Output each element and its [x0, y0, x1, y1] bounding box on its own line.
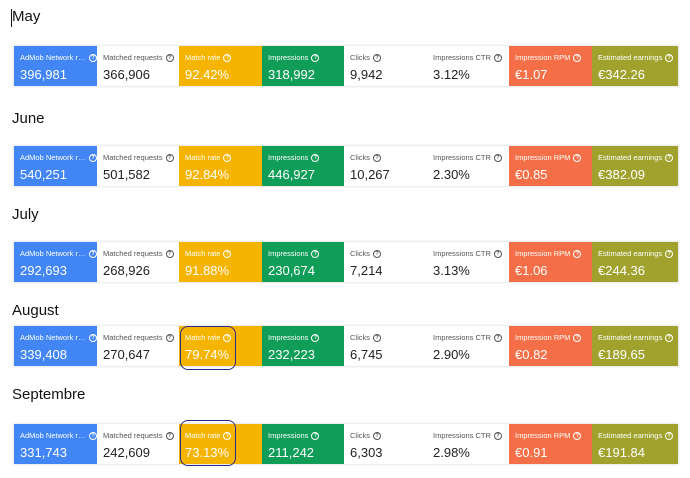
help-icon[interactable]: ?: [89, 53, 97, 62]
match-rate-highlight-august: [180, 326, 236, 370]
help-icon[interactable]: ?: [665, 249, 674, 258]
card-match-rate[interactable]: Match rate? 92.84%: [179, 146, 262, 186]
card-impressions[interactable]: Impressions? 230,674: [262, 242, 344, 282]
help-icon[interactable]: ?: [311, 153, 320, 162]
help-icon[interactable]: ?: [493, 53, 502, 62]
help-icon[interactable]: ?: [573, 153, 582, 162]
card-clicks[interactable]: Clicks? 6,303: [344, 424, 427, 464]
help-icon[interactable]: ?: [311, 431, 320, 440]
card-clicks[interactable]: Clicks? 6,745: [344, 326, 427, 366]
card-clicks[interactable]: Clicks? 10,267: [344, 146, 427, 186]
help-icon[interactable]: ?: [223, 53, 232, 62]
match-rate-highlight-septembre: [180, 420, 236, 466]
month-title-septembre: Septembre: [12, 386, 86, 403]
metrics-row-may: AdMob Network re...? 396,981 Matched requ…: [14, 46, 678, 86]
help-icon[interactable]: ?: [665, 53, 674, 62]
card-impression-rpm[interactable]: Impression RPM? €0.85: [509, 146, 592, 186]
card-match-rate[interactable]: Match rate? 91.88%: [179, 242, 262, 282]
card-impression-rpm[interactable]: Impression RPM? €1.07: [509, 46, 592, 86]
metrics-row-august: AdMob Network re...? 339,408 Matched requ…: [14, 326, 678, 366]
month-title-august: August: [12, 302, 59, 319]
help-icon[interactable]: ?: [493, 249, 502, 258]
help-icon[interactable]: ?: [665, 333, 674, 342]
metrics-row-septembre: AdMob Network re...? 331,743 Matched requ…: [14, 424, 678, 464]
card-matched-requests[interactable]: Matched requests? 366,906: [97, 46, 179, 86]
help-icon[interactable]: ?: [223, 153, 232, 162]
card-impressions[interactable]: Impressions? 318,992: [262, 46, 344, 86]
card-estimated-earnings[interactable]: Estimated earnings? €189.65: [592, 326, 678, 366]
help-icon[interactable]: ?: [573, 333, 582, 342]
help-icon[interactable]: ?: [311, 333, 320, 342]
help-icon[interactable]: ?: [89, 333, 97, 342]
help-icon[interactable]: ?: [493, 431, 502, 440]
metrics-row-june: AdMob Network re...? 540,251 Matched requ…: [14, 146, 678, 186]
card-estimated-earnings[interactable]: Estimated earnings? €382.09: [592, 146, 678, 186]
card-impression-rpm[interactable]: Impression RPM? €0.82: [509, 326, 592, 366]
help-icon[interactable]: ?: [89, 249, 97, 258]
card-clicks[interactable]: Clicks? 7,214: [344, 242, 427, 282]
card-matched-requests[interactable]: Matched requests? 270,647: [97, 326, 179, 366]
card-admob-requests[interactable]: AdMob Network re...? 331,743: [14, 424, 97, 464]
card-impressions[interactable]: Impressions? 232,223: [262, 326, 344, 366]
card-impression-rpm[interactable]: Impression RPM? €1.06: [509, 242, 592, 282]
month-title-may: May: [12, 8, 41, 25]
card-match-rate[interactable]: Match rate? 92.42%: [179, 46, 262, 86]
card-impression-rpm[interactable]: Impression RPM? €0.91: [509, 424, 592, 464]
help-icon[interactable]: ?: [165, 53, 174, 62]
card-impressions-ctr[interactable]: Impressions CTR? 3.13%: [427, 242, 509, 282]
card-clicks[interactable]: Clicks? 9,942: [344, 46, 427, 86]
help-icon[interactable]: ?: [165, 249, 174, 258]
help-icon[interactable]: ?: [573, 249, 582, 258]
help-icon[interactable]: ?: [165, 153, 174, 162]
card-admob-requests[interactable]: AdMob Network re...? 540,251: [14, 146, 97, 186]
card-admob-requests[interactable]: AdMob Network re...? 292,693: [14, 242, 97, 282]
help-icon[interactable]: ?: [89, 431, 97, 440]
help-icon[interactable]: ?: [665, 431, 674, 440]
card-impressions-ctr[interactable]: Impressions CTR? 2.90%: [427, 326, 509, 366]
help-icon[interactable]: ?: [373, 53, 381, 62]
help-icon[interactable]: ?: [665, 153, 674, 162]
card-admob-requests[interactable]: AdMob Network re...? 396,981: [14, 46, 97, 86]
help-icon[interactable]: ?: [165, 333, 174, 342]
card-estimated-earnings[interactable]: Estimated earnings? €244.36: [592, 242, 678, 282]
card-matched-requests[interactable]: Matched requests? 268,926: [97, 242, 179, 282]
month-title-july: July: [12, 206, 39, 223]
help-icon[interactable]: ?: [311, 53, 320, 62]
help-icon[interactable]: ?: [165, 431, 174, 440]
help-icon[interactable]: ?: [89, 153, 97, 162]
help-icon[interactable]: ?: [573, 431, 582, 440]
card-estimated-earnings[interactable]: Estimated earnings? €191.84: [592, 424, 678, 464]
help-icon[interactable]: ?: [373, 249, 381, 258]
month-title-june: June: [12, 110, 45, 127]
help-icon[interactable]: ?: [223, 333, 232, 342]
card-match-rate[interactable]: Match rate? 73.13%: [179, 424, 262, 464]
text-cursor: [11, 9, 12, 27]
help-icon[interactable]: ?: [373, 431, 381, 440]
help-icon[interactable]: ?: [573, 53, 582, 62]
card-impressions-ctr[interactable]: Impressions CTR? 2.98%: [427, 424, 509, 464]
metrics-row-july: AdMob Network re...? 292,693 Matched requ…: [14, 242, 678, 282]
card-impressions-ctr[interactable]: Impressions CTR? 2.30%: [427, 146, 509, 186]
help-icon[interactable]: ?: [493, 153, 502, 162]
card-matched-requests[interactable]: Matched requests? 501,582: [97, 146, 179, 186]
help-icon[interactable]: ?: [373, 333, 381, 342]
card-match-rate[interactable]: Match rate? 79.74%: [179, 326, 262, 366]
card-impressions[interactable]: Impressions? 446,927: [262, 146, 344, 186]
help-icon[interactable]: ?: [493, 333, 502, 342]
card-estimated-earnings[interactable]: Estimated earnings? €342.26: [592, 46, 678, 86]
card-impressions-ctr[interactable]: Impressions CTR? 3.12%: [427, 46, 509, 86]
help-icon[interactable]: ?: [373, 153, 381, 162]
card-impressions[interactable]: Impressions? 211,242: [262, 424, 344, 464]
card-matched-requests[interactable]: Matched requests? 242,609: [97, 424, 179, 464]
help-icon[interactable]: ?: [311, 249, 320, 258]
card-admob-requests[interactable]: AdMob Network re...? 339,408: [14, 326, 97, 366]
help-icon[interactable]: ?: [223, 431, 232, 440]
help-icon[interactable]: ?: [223, 249, 232, 258]
